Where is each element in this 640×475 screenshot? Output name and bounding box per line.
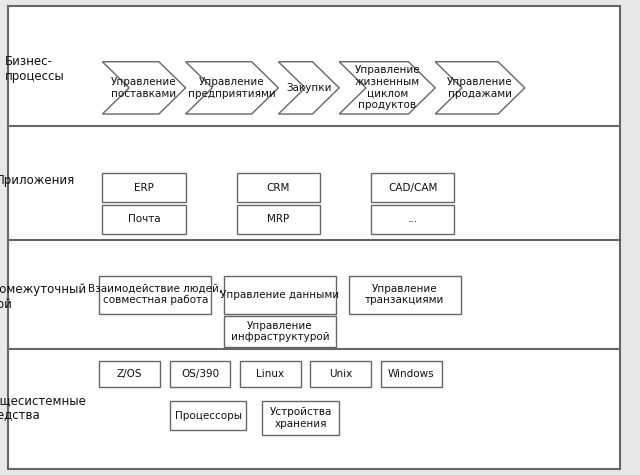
Polygon shape	[278, 62, 339, 114]
Bar	[310, 361, 371, 387]
Text: CAD/CAM: CAD/CAM	[388, 182, 438, 193]
Bar	[381, 361, 442, 387]
Text: Windows: Windows	[388, 369, 435, 379]
Bar	[102, 205, 186, 234]
Text: Linux: Linux	[257, 369, 284, 379]
Text: Управление данными: Управление данными	[220, 289, 340, 300]
Text: MRP: MRP	[268, 214, 289, 225]
Text: ...: ...	[408, 214, 418, 225]
Text: Управление
жизненным
циклом
продуктов: Управление жизненным циклом продуктов	[355, 66, 420, 110]
Text: Промежуточный
слой: Промежуточный слой	[0, 283, 87, 311]
Polygon shape	[435, 62, 525, 114]
Text: Почта: Почта	[128, 214, 160, 225]
Text: Управление
предприятиями: Управление предприятиями	[188, 77, 276, 99]
Bar	[240, 361, 301, 387]
Text: Приложения: Приложения	[0, 174, 75, 187]
Text: Управление
инфраструктурой: Управление инфраструктурой	[230, 321, 330, 342]
Polygon shape	[186, 62, 278, 114]
Text: ERP: ERP	[134, 182, 154, 193]
Polygon shape	[339, 62, 435, 114]
Bar	[224, 316, 336, 347]
Bar	[99, 276, 211, 314]
Bar	[262, 401, 339, 435]
Text: Общесистемные
средства: Общесистемные средства	[0, 395, 86, 422]
Bar	[224, 276, 336, 314]
Bar	[170, 401, 246, 430]
Bar	[237, 173, 320, 202]
Text: Z/OS: Z/OS	[117, 369, 142, 379]
Bar	[99, 361, 160, 387]
Text: Unix: Unix	[329, 369, 353, 379]
Text: Бизнес-
процессы: Бизнес- процессы	[5, 55, 65, 83]
Text: Процессоры: Процессоры	[175, 410, 241, 421]
Text: Управление
транзакциями: Управление транзакциями	[365, 284, 445, 305]
Text: Устройства
хранения: Устройства хранения	[269, 407, 332, 429]
Bar	[102, 173, 186, 202]
Text: Управление
продажами: Управление продажами	[447, 77, 513, 99]
Text: OS/390: OS/390	[181, 369, 219, 379]
Bar	[170, 361, 230, 387]
Bar	[349, 276, 461, 314]
Polygon shape	[102, 62, 186, 114]
Bar	[371, 205, 454, 234]
Text: Закупки: Закупки	[286, 83, 332, 93]
Text: Взаимодействие людей,
совместная работа: Взаимодействие людей, совместная работа	[88, 284, 222, 305]
Text: Управление
поставками: Управление поставками	[111, 77, 177, 99]
Bar	[371, 173, 454, 202]
Text: CRM: CRM	[267, 182, 290, 193]
Bar	[237, 205, 320, 234]
